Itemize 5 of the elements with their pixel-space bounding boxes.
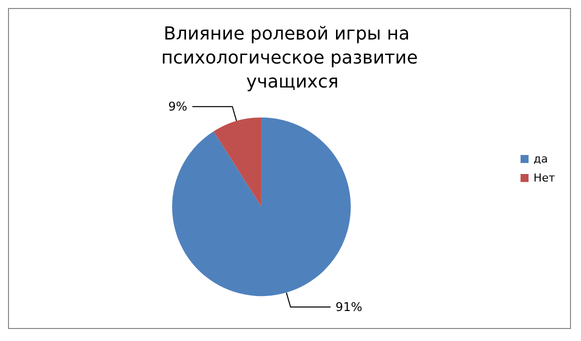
data-label: 9% xyxy=(168,100,188,114)
legend-label: да xyxy=(534,152,548,166)
legend-label: Нет xyxy=(534,172,556,184)
chart-title: Влияние ролевой игры на психологическое развитие учащихся xyxy=(161,24,418,92)
data-label: 91% xyxy=(336,300,362,314)
